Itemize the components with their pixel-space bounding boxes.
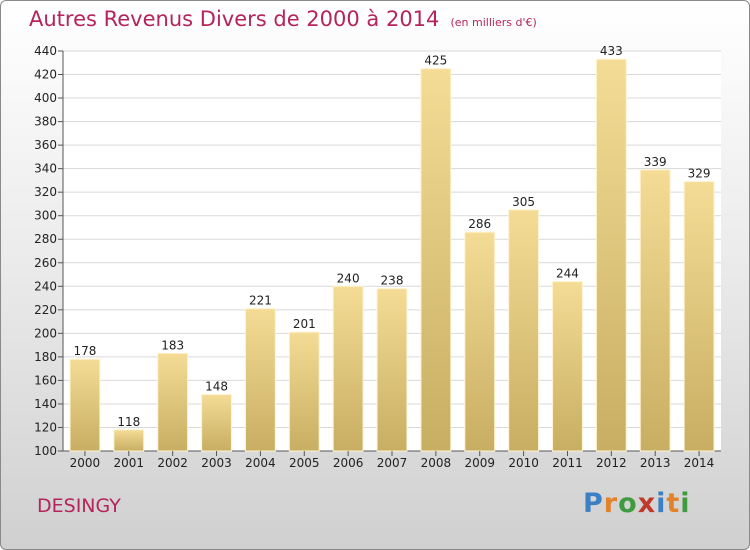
y-tick-label: 400 <box>34 91 57 105</box>
y-tick-label: 100 <box>34 444 57 458</box>
x-tick-label: 2005 <box>289 456 320 470</box>
y-tick-label: 420 <box>34 68 57 82</box>
bar <box>244 308 276 452</box>
y-tick-label: 180 <box>34 350 57 364</box>
chart-title-main: Autres Revenus Divers de 2000 à 2014 <box>29 7 440 31</box>
bar <box>201 394 232 452</box>
data-label: 286 <box>468 217 491 231</box>
bar <box>683 181 715 452</box>
logo-letter: r <box>603 488 619 519</box>
data-label: 240 <box>337 271 360 285</box>
logo-letter: x <box>637 488 657 519</box>
x-tick-label: 2004 <box>245 456 276 470</box>
bar <box>69 358 101 452</box>
x-tick-label: 2000 <box>70 456 101 470</box>
data-label: 433 <box>600 44 623 58</box>
x-tick-label: 2007 <box>377 456 408 470</box>
data-label: 238 <box>381 274 404 288</box>
data-label: 183 <box>161 338 184 352</box>
logo-letter: i <box>680 488 691 519</box>
data-label: 201 <box>293 317 316 331</box>
x-tick-label: 2012 <box>596 456 627 470</box>
data-label: 178 <box>73 344 96 358</box>
data-label: 305 <box>512 195 535 209</box>
x-tick-label: 2014 <box>684 456 715 470</box>
chart-title: Autres Revenus Divers de 2000 à 2014 (en… <box>29 7 537 31</box>
y-tick-label: 300 <box>34 209 57 223</box>
logo-letter: o <box>618 488 638 519</box>
chart-title-unit: (en milliers d'€) <box>450 16 537 29</box>
bar <box>332 285 364 452</box>
x-tick-label: 2003 <box>201 456 232 470</box>
bar <box>376 288 408 452</box>
y-tick-label: 260 <box>34 256 57 270</box>
logo-letter: t <box>666 488 681 519</box>
bar <box>157 352 189 452</box>
logo-letter: P <box>583 488 604 519</box>
bar <box>288 331 320 452</box>
x-tick-label: 2011 <box>552 456 583 470</box>
data-label: 148 <box>205 380 228 394</box>
commune-name: DESINGY <box>37 495 121 517</box>
y-tick-label: 320 <box>34 185 57 199</box>
data-label: 425 <box>424 54 447 68</box>
bar <box>595 58 627 452</box>
bar <box>552 281 583 452</box>
x-tick-label: 2010 <box>508 456 539 470</box>
y-tick-label: 280 <box>34 232 57 246</box>
bar <box>464 231 496 452</box>
y-tick-label: 360 <box>34 138 57 152</box>
x-tick-label: 2006 <box>333 456 364 470</box>
y-tick-label: 160 <box>34 373 57 387</box>
y-tick-label: 340 <box>34 162 57 176</box>
bar <box>420 68 452 452</box>
data-label: 329 <box>688 167 711 181</box>
logo-letter: i <box>656 488 667 519</box>
bar <box>639 169 671 452</box>
x-tick-label: 2009 <box>464 456 495 470</box>
y-tick-label: 120 <box>34 420 57 434</box>
y-tick-label: 440 <box>34 44 57 58</box>
bar <box>113 429 145 452</box>
y-tick-label: 380 <box>34 115 57 129</box>
data-label: 339 <box>644 155 667 169</box>
y-tick-label: 200 <box>34 326 57 340</box>
y-tick-label: 140 <box>34 397 57 411</box>
proxiti-logo[interactable]: Proxiti <box>583 488 691 519</box>
x-tick-label: 2002 <box>157 456 188 470</box>
x-tick-label: 2001 <box>114 456 145 470</box>
data-label: 221 <box>249 294 272 308</box>
data-label: 118 <box>117 415 140 429</box>
x-tick-label: 2008 <box>421 456 452 470</box>
bar <box>508 209 540 452</box>
y-tick-label: 220 <box>34 303 57 317</box>
y-tick-label: 240 <box>34 279 57 293</box>
data-label: 244 <box>556 267 579 281</box>
x-tick-label: 2013 <box>640 456 671 470</box>
